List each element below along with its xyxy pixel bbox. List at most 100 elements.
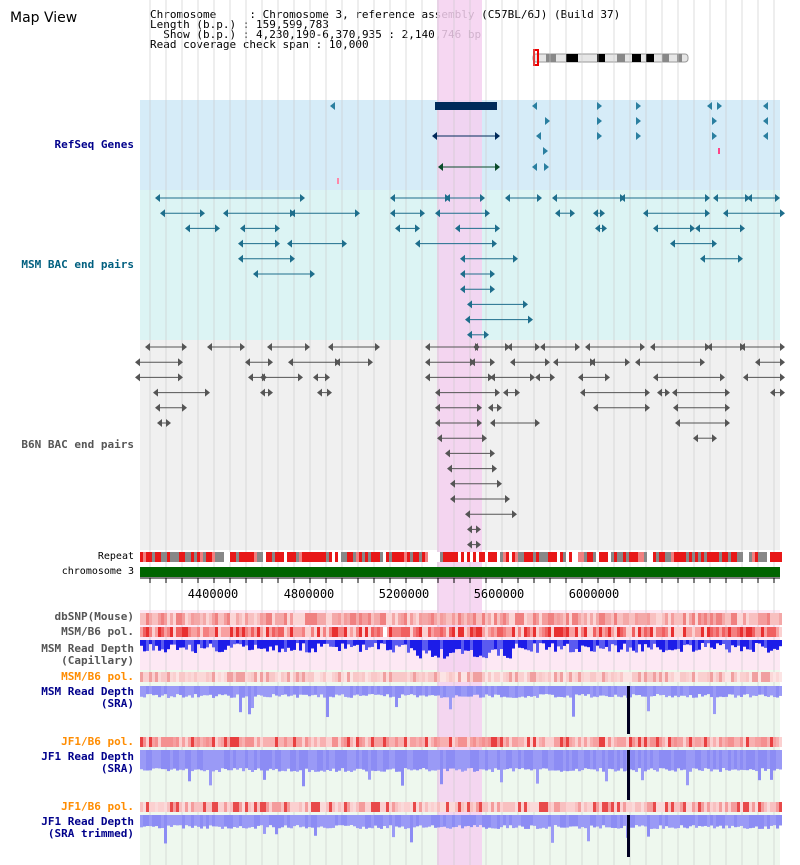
depth-bar	[491, 686, 494, 698]
repeat-segment	[245, 552, 248, 562]
dbsnp-cell	[452, 613, 455, 625]
msm-b6-pol2-cell	[632, 672, 635, 682]
depth-bar	[467, 686, 470, 697]
jf1-b6-pol2-cell	[200, 802, 203, 812]
heat-tracks[interactable]	[140, 613, 782, 857]
depth-bar	[746, 815, 749, 829]
msm-b6-pol2-cell	[563, 672, 566, 682]
jf1-b6-pol-cell	[188, 737, 191, 747]
msm-depth-capillary-bar	[611, 640, 614, 645]
depth-bar	[431, 686, 434, 696]
dbsnp-cell	[617, 613, 620, 625]
depth-bar	[272, 686, 275, 695]
msm-bac-pairs[interactable]	[155, 194, 785, 339]
msm-depth-capillary-bar	[536, 640, 539, 653]
repeat-segment	[455, 552, 458, 562]
depth-bar	[329, 750, 332, 771]
depth-bar	[659, 686, 662, 696]
b6n-bac-pair-left-end	[590, 358, 595, 367]
depth-bar	[566, 815, 569, 828]
jf1-b6-pol2-cell	[740, 802, 743, 812]
b6n-bac-pair-right-end	[550, 373, 555, 382]
repeat-segment	[467, 552, 470, 562]
repeat-segment	[611, 552, 614, 562]
chromosome-bar[interactable]	[140, 567, 780, 577]
msm-depth-capillary-bar	[770, 640, 773, 651]
msm-b6-pol-cell	[404, 627, 407, 637]
msm-depth-capillary-bar	[488, 640, 491, 653]
msm-b6-pol-cell	[665, 627, 668, 637]
msm-b6-pol-cell	[500, 627, 503, 637]
msm-b6-pol2-cell	[410, 672, 413, 682]
msm-b6-pol2-cell	[545, 672, 548, 682]
b6n-bac-pair-left-end	[445, 449, 450, 458]
b6n-bac-pair-right-end	[515, 388, 520, 397]
depth-bar	[212, 750, 215, 772]
dbsnp-cell	[311, 613, 314, 625]
jf1-b6-pol2-cell	[431, 802, 434, 812]
b6n-bac-pairs[interactable]	[135, 343, 785, 549]
msm-bac-pair-left-end	[653, 224, 658, 233]
depth-bar	[539, 686, 542, 695]
jf1-b6-pol2-cell	[680, 802, 683, 812]
depth-bar	[299, 686, 302, 695]
msm-b6-pol2-cell	[335, 672, 338, 682]
jf1-b6-pol2-cell	[710, 802, 713, 812]
repeat-track[interactable]	[140, 552, 782, 562]
msm-depth-capillary-bar	[449, 640, 452, 654]
jf1-b6-pol-cell	[224, 737, 227, 747]
dbsnp-cell	[752, 613, 755, 625]
msm-b6-pol-cell	[578, 627, 581, 637]
depth-bar	[737, 815, 740, 827]
refseq-gene-marker	[544, 163, 549, 171]
msm-b6-pol-cell	[227, 627, 230, 637]
repeat-segment	[764, 552, 767, 562]
dbsnp-cell	[152, 613, 155, 625]
jf1-b6-pol-cell	[422, 737, 425, 747]
page-title: Map View	[10, 10, 78, 26]
depth-bar	[470, 750, 473, 769]
dbsnp-cell	[686, 613, 689, 625]
jf1-b6-pol2-cell	[302, 802, 305, 812]
jf1-b6-pol2-cell	[146, 802, 149, 812]
repeat-segment	[353, 552, 356, 562]
depth-bar	[686, 750, 689, 786]
jf1-b6-pol2-cell	[437, 802, 440, 812]
repeat-segment	[689, 552, 692, 562]
jf1-b6-pol-cell	[293, 737, 296, 747]
msm-b6-pol-cell	[605, 627, 608, 637]
depth-bar	[521, 750, 524, 769]
jf1-b6-pol2-cell	[527, 802, 530, 812]
depth-bar	[140, 815, 143, 828]
repeat-segment	[206, 552, 209, 562]
msm-depth-capillary-bar	[521, 640, 524, 649]
jf1-b6-pol2-cell	[323, 802, 326, 812]
b6n-bac-pair-right-end	[477, 403, 482, 412]
b6n-bac-pair-right-end	[645, 388, 650, 397]
depth-bar	[518, 750, 521, 770]
jf1-b6-pol2-cell	[692, 802, 695, 812]
jf1-b6-pol-cell	[506, 737, 509, 747]
msm-b6-pol-cell	[191, 627, 194, 637]
msm-bac-pair-right-end	[513, 254, 518, 263]
dbsnp-cell	[542, 613, 545, 625]
refseq-gene-features[interactable]	[330, 102, 768, 184]
repeat-segment	[233, 552, 236, 562]
msm-depth-capillary-bar	[746, 640, 749, 650]
chromosome-ideogram[interactable]	[532, 49, 689, 66]
depth-bar	[239, 686, 242, 713]
jf1-b6-pol-cell	[341, 737, 344, 747]
depth-bar	[767, 686, 770, 697]
depth-bar	[497, 750, 500, 770]
msm-b6-pol2-cell	[173, 672, 176, 682]
position-axis: 4400000 4800000 5200000 5600000 6000000	[149, 578, 775, 601]
repeat-segment	[641, 552, 644, 562]
jf1-b6-pol-cell	[680, 737, 683, 747]
repeat-segment	[590, 552, 593, 562]
dbsnp-cell	[455, 613, 458, 625]
b6n-bac-pair-left-end	[425, 373, 430, 382]
depth-bar	[248, 750, 251, 771]
msm-bac-pair-left-end	[595, 224, 600, 233]
jf1-b6-pol2-cell	[539, 802, 542, 812]
